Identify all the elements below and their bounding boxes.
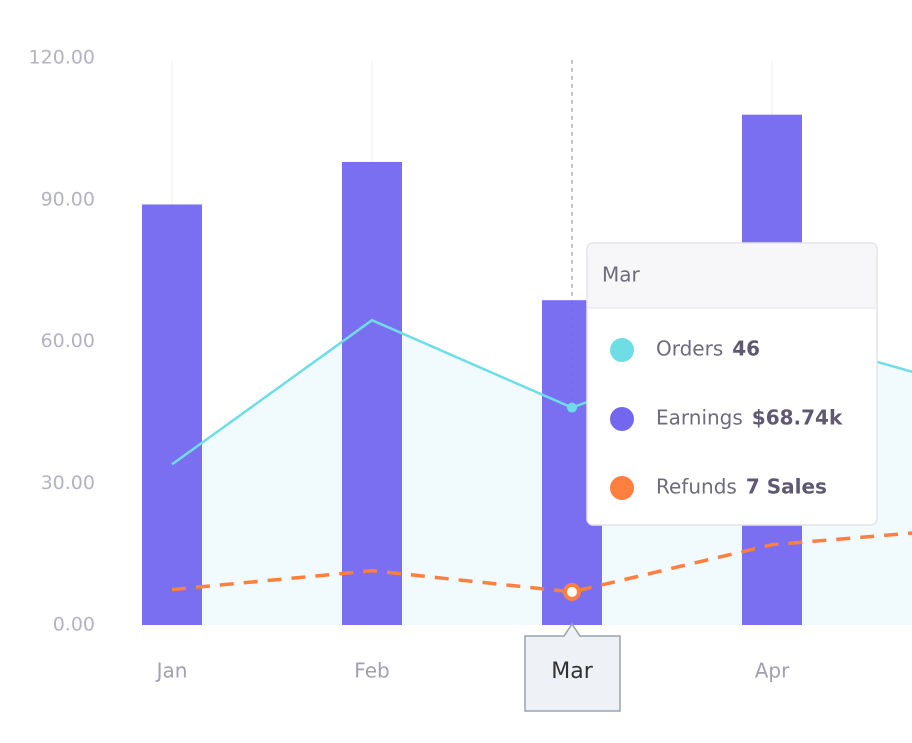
tooltip-series-value: 7 Sales <box>746 475 827 499</box>
line-refunds <box>171 531 912 594</box>
tooltip-marker <box>610 476 634 500</box>
tooltip <box>586 242 878 526</box>
axis-tooltip <box>524 622 621 712</box>
tooltip-series-name: Orders <box>656 337 723 361</box>
tooltip-marker <box>610 407 634 431</box>
y-tick-label: 90.00 <box>41 188 95 210</box>
bar <box>142 204 202 625</box>
axis-tooltip-label: Mar <box>551 659 593 684</box>
y-tick-label: 30.00 <box>41 472 95 494</box>
y-tick-label: 0.00 <box>53 614 95 636</box>
tooltip-marker <box>610 338 634 362</box>
refunds-point <box>563 582 581 601</box>
orders-point <box>567 402 577 413</box>
tooltip-series-value: $68.74k <box>752 406 843 430</box>
tooltip-series-value: 46 <box>732 337 760 361</box>
y-tick-label: 120.00 <box>29 47 95 69</box>
bar <box>342 161 402 625</box>
tooltip-series-name: Earnings <box>656 406 743 430</box>
tooltip-header <box>588 244 876 308</box>
y-tick-label: 60.00 <box>41 330 95 352</box>
tooltip-series-name: Refunds <box>656 475 737 499</box>
tooltip-title: Mar <box>602 263 641 287</box>
x-tick-label: Feb <box>354 659 389 683</box>
x-tick-label: Apr <box>755 659 790 683</box>
x-tick-label: Jan <box>155 659 188 683</box>
